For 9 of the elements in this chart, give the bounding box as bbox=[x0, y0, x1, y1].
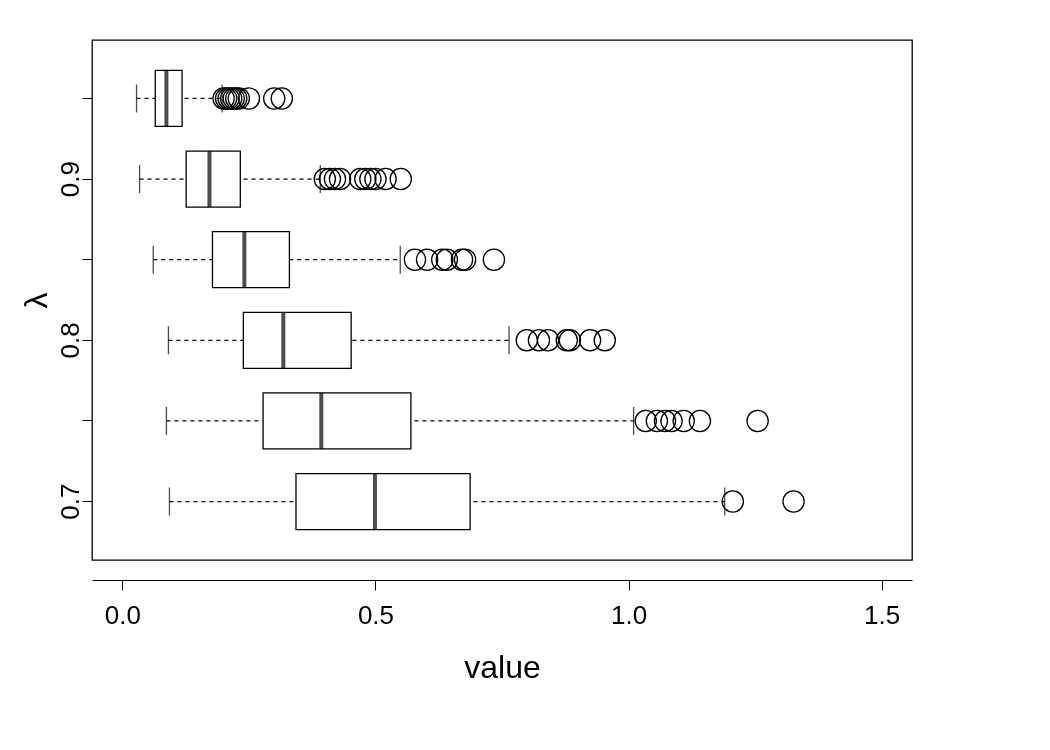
x-tick-label: 0.5 bbox=[357, 599, 395, 630]
y-axis-title: λ bbox=[17, 292, 54, 309]
y-tick-label: 0.8 bbox=[54, 322, 85, 359]
x-tick-label: 0.0 bbox=[104, 599, 141, 630]
x-tick-label: 1.0 bbox=[610, 599, 648, 630]
y-tick-label: 0.9 bbox=[54, 160, 85, 198]
x-axis-title: value bbox=[464, 648, 541, 685]
x-tick-label: 1.5 bbox=[864, 599, 901, 630]
y-tick-label: 0.7 bbox=[54, 483, 85, 520]
